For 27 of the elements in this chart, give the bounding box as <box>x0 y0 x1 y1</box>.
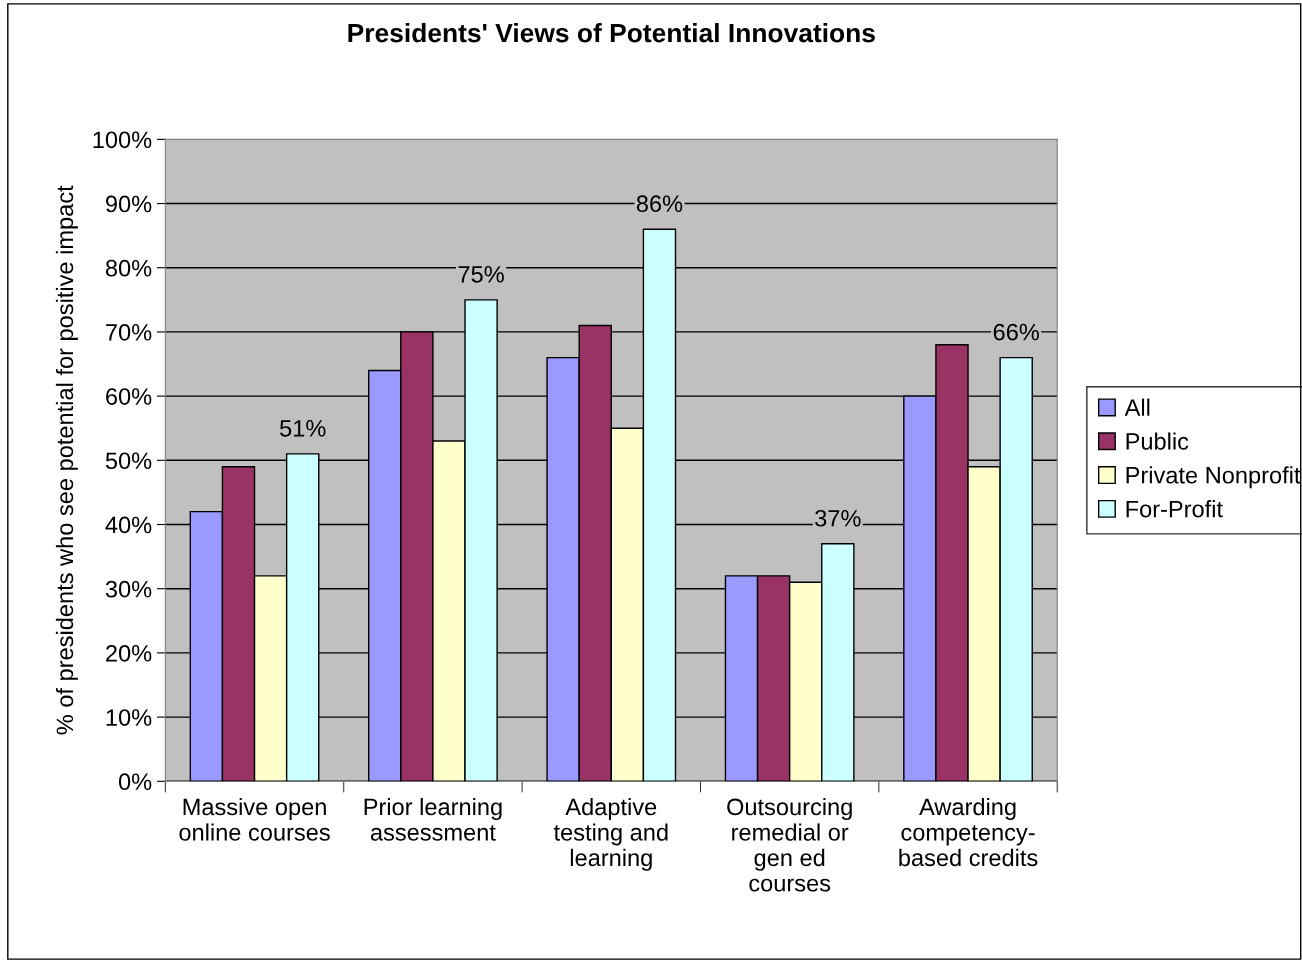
data-label: 75% <box>458 266 504 283</box>
legend-label: Private Nonprofit <box>1126 466 1301 489</box>
data-label: 37% <box>815 509 861 527</box>
y-tick-label: 40% <box>105 516 152 534</box>
y-tick-label: 70% <box>106 324 152 341</box>
x-tick-label: Prior learning assessment <box>364 797 502 841</box>
data-label: 66% <box>993 323 1039 341</box>
x-tick-label: Outsourcing remedial or gen ed courses <box>727 797 852 892</box>
legend-label: All <box>1124 398 1150 416</box>
y-tick-label: 0% <box>118 773 152 791</box>
y-tick-label: 30% <box>105 580 152 598</box>
legend-label: For-Profit <box>1126 500 1223 518</box>
y-tick-label: 50% <box>105 452 152 470</box>
y-tick-label: 60% <box>106 388 152 405</box>
y-tick-label: 100% <box>93 131 152 149</box>
legend-label: Public <box>1126 432 1189 450</box>
x-tick-label: Massive open online courses <box>179 797 330 841</box>
data-label: 86% <box>636 195 683 213</box>
y-tick-label: 10% <box>106 709 152 726</box>
y-tick-label: 90% <box>106 195 152 213</box>
chart-title: Presidents' Views of Potential Innovations <box>348 23 875 43</box>
y-axis-title: % of presidents who see potential for positive impact <box>55 185 78 735</box>
y-tick-label: 80% <box>105 259 152 277</box>
data-label: 51% <box>280 420 326 437</box>
y-tick-label: 20% <box>106 644 152 662</box>
x-tick-label: Adaptive testing and learning <box>553 797 668 871</box>
x-tick-label: Awarding competency- based credits <box>899 797 1038 867</box>
